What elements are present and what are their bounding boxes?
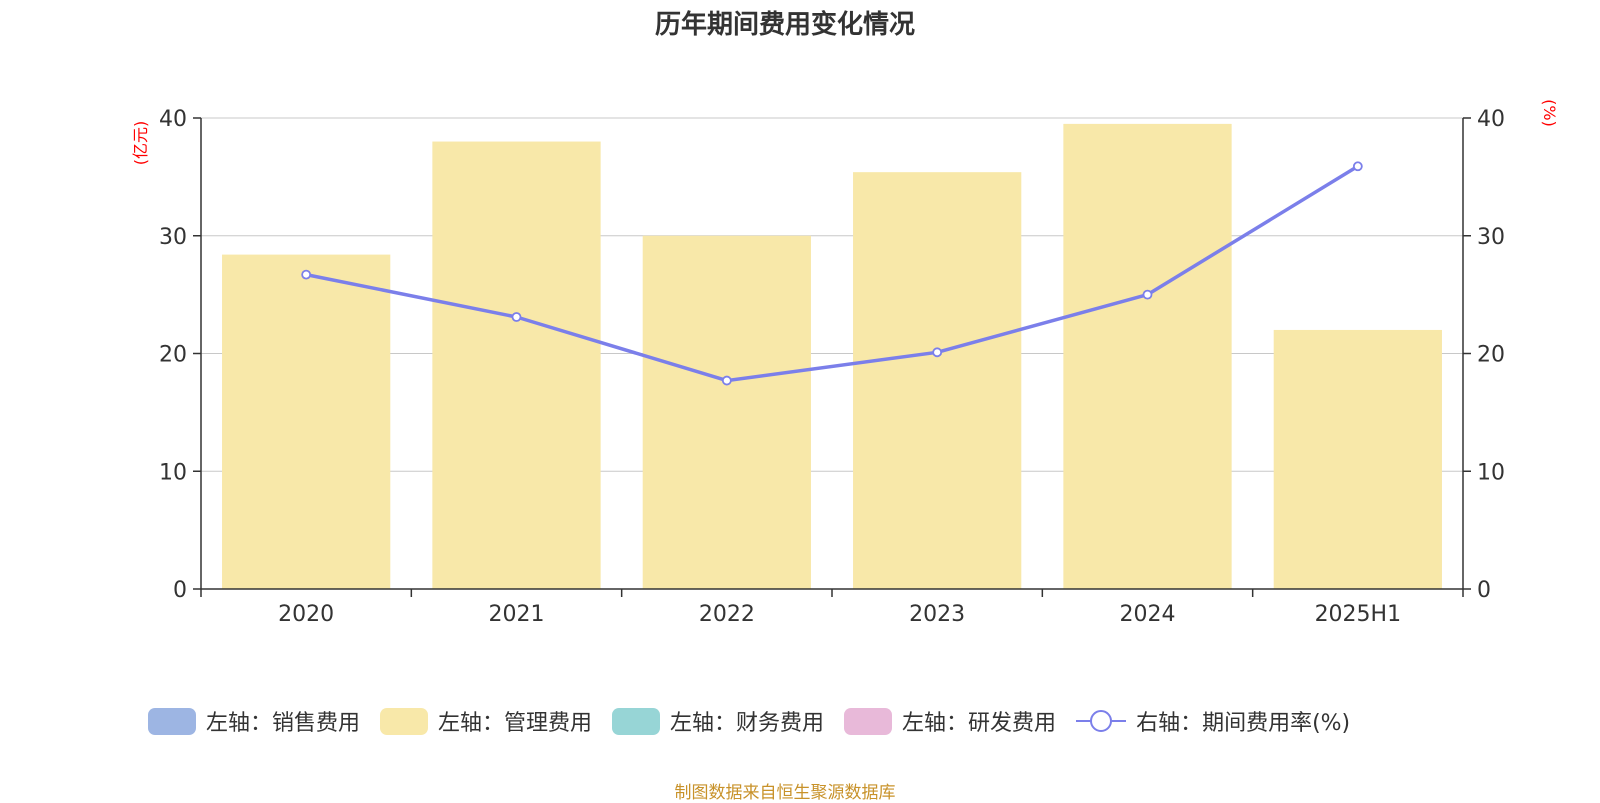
rate-point bbox=[1142, 289, 1153, 300]
y-right-tick-label: 0 bbox=[1477, 578, 1491, 603]
y-left-tick-label: 40 bbox=[159, 107, 187, 132]
legend-swatch-rnd bbox=[844, 707, 893, 735]
y-right-tick-label: 30 bbox=[1477, 225, 1505, 250]
y-right-unit-label: (%) bbox=[1540, 99, 1559, 127]
y-right-tick-label: 20 bbox=[1477, 343, 1505, 368]
rate-point bbox=[1352, 161, 1363, 172]
y-left-tick-label: 20 bbox=[159, 343, 187, 368]
y-left-unit-label: (亿元) bbox=[131, 121, 150, 166]
legend-label-finance: 左轴：财务费用 bbox=[670, 711, 825, 736]
x-tick-label: 2020 bbox=[278, 602, 334, 627]
bar bbox=[853, 172, 1022, 590]
bar bbox=[642, 235, 811, 589]
rate-line bbox=[305, 164, 1359, 383]
chart-title: 历年期间费用变化情况 bbox=[654, 10, 915, 40]
bar bbox=[1063, 123, 1232, 589]
legend-item-finance[interactable]: 左轴：财务费用 bbox=[612, 705, 824, 737]
x-tick-label: 2024 bbox=[1120, 602, 1176, 627]
bar bbox=[1273, 329, 1442, 589]
rate-point bbox=[301, 269, 312, 280]
legend-label-admin: 左轴：管理费用 bbox=[438, 711, 593, 736]
legend-label-rnd: 左轴：研发费用 bbox=[902, 711, 1057, 736]
rate-point bbox=[721, 375, 732, 386]
x-tick-label: 2023 bbox=[909, 602, 965, 627]
legend-swatch-sales bbox=[148, 707, 196, 735]
x-tick-label: 2021 bbox=[489, 602, 545, 627]
rate-point bbox=[932, 347, 943, 358]
bar bbox=[432, 141, 601, 590]
legend-item-sales[interactable]: 左轴：销售费用 bbox=[148, 705, 360, 737]
legend: 左轴：销售费用 左轴：管理费用 左轴：财务费用 左轴：研发费用 右轴：期间费用率… bbox=[148, 703, 1370, 739]
y-left-tick-label: 0 bbox=[173, 578, 187, 603]
legend-item-admin[interactable]: 左轴：管理费用 bbox=[380, 705, 592, 737]
y-left-tick-label: 10 bbox=[159, 460, 187, 485]
y-right-tick-label: 10 bbox=[1477, 460, 1505, 485]
legend-swatch-finance bbox=[612, 707, 661, 735]
legend-item-rnd[interactable]: 左轴：研发费用 bbox=[844, 705, 1056, 737]
rate-point bbox=[511, 312, 522, 322]
y-right-tick-label: 40 bbox=[1477, 107, 1505, 132]
legend-line-marker-icon bbox=[1076, 710, 1127, 732]
x-tick-label: 2022 bbox=[699, 602, 755, 627]
legend-swatch-admin bbox=[380, 707, 429, 735]
y-left-tick-label: 30 bbox=[159, 225, 187, 250]
legend-label-expense-rate: 右轴：期间费用率(%) bbox=[1136, 711, 1351, 736]
x-tick-label: 2025H1 bbox=[1315, 602, 1402, 627]
bar bbox=[222, 254, 391, 589]
legend-item-expense-rate[interactable]: 右轴：期间费用率(%) bbox=[1076, 705, 1350, 737]
source-note: 制图数据来自恒生聚源数据库 bbox=[674, 783, 896, 803]
legend-label-sales: 左轴：销售费用 bbox=[206, 711, 361, 736]
